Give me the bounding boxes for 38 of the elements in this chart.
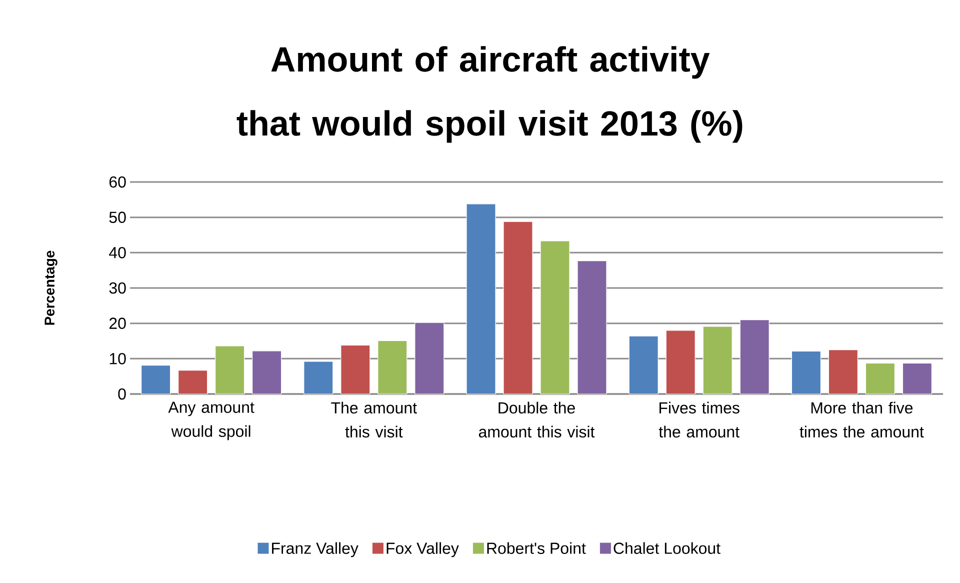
bar <box>740 319 770 394</box>
x-tick-label: More than five times the amount <box>800 402 924 438</box>
bar <box>628 336 658 394</box>
legend-label: Fox Valley <box>386 542 459 558</box>
bar <box>304 361 334 394</box>
y-tick-label: 30 <box>109 282 126 294</box>
chart-title: Amount of aircraft activity that would spoil visit 2013 (%) <box>236 46 742 143</box>
bar <box>178 370 208 394</box>
bar <box>540 240 570 394</box>
bar <box>902 362 932 394</box>
bar <box>666 330 696 394</box>
bar <box>865 362 896 394</box>
x-tick-label: Any amount would spoil <box>168 402 254 440</box>
y-tick-label: 10 <box>110 353 126 364</box>
x-tick-label: Double the amount this visit <box>478 402 595 438</box>
y-axis-title: Percentage <box>44 250 58 325</box>
legend-label: Franz Valley <box>272 542 358 558</box>
bar <box>141 365 171 394</box>
x-tick-label: Fives times the amount <box>658 402 740 438</box>
bar <box>828 350 858 394</box>
y-tick-label: 50 <box>109 212 126 223</box>
bar <box>215 346 245 394</box>
y-tick-label: 60 <box>109 176 126 188</box>
bar <box>702 326 732 394</box>
bar <box>378 340 408 394</box>
y-tick-label: 40 <box>109 247 126 258</box>
bar <box>252 350 282 394</box>
bar <box>466 204 496 394</box>
x-tick-label: The amount this visit <box>331 402 417 438</box>
y-tick-label: 0 <box>118 388 126 400</box>
legend-label: Robert's Point <box>487 542 586 554</box>
legend-label: Chalet Lookout <box>614 542 720 554</box>
bar <box>791 350 822 394</box>
y-tick-label: 20 <box>109 318 126 329</box>
bar <box>414 322 444 394</box>
bar <box>577 260 607 394</box>
bar <box>503 221 533 394</box>
bar <box>340 344 370 394</box>
